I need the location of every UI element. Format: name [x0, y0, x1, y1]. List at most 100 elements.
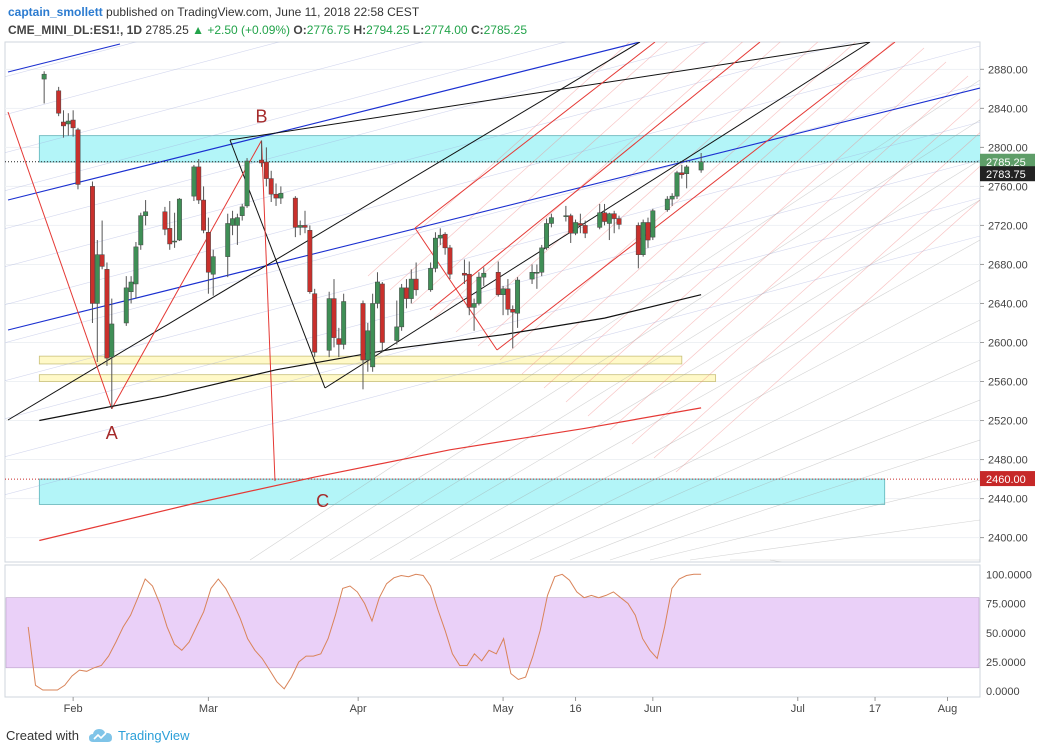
blue-fork-line	[5, 45, 980, 305]
candle-body	[447, 247, 453, 275]
symbol-name[interactable]: CME_MINI_DL:ES1!, 1D	[8, 23, 143, 37]
candle-body	[201, 199, 207, 231]
osc-tick-label: 100.0000	[986, 569, 1032, 581]
gray-fork-line	[329, 159, 980, 561]
candle-body	[341, 301, 347, 345]
candle-body	[515, 279, 521, 314]
red-fork-line	[455, 42, 781, 333]
candle	[529, 264, 535, 284]
candle-body	[394, 326, 400, 341]
blue-fork-line	[5, 159, 980, 419]
red-fork-line	[521, 42, 894, 375]
red-fork-line	[389, 42, 668, 291]
candle-body	[664, 198, 670, 211]
candle	[176, 198, 182, 242]
candle	[278, 186, 284, 204]
candle	[341, 293, 347, 350]
blue-channel-lower	[7, 87, 980, 331]
candle	[65, 113, 71, 136]
candle	[263, 147, 269, 187]
price-badge-bg	[980, 153, 1035, 169]
gray-fork-line	[529, 359, 980, 561]
candle	[428, 262, 434, 292]
zone-cyan	[38, 478, 886, 505]
zone-cyan	[38, 135, 980, 163]
candle-body	[191, 166, 197, 197]
candle-body	[466, 273, 472, 308]
price-tick-label: 2600.00	[988, 337, 1028, 349]
point-label-c: C	[316, 491, 329, 511]
candle	[336, 327, 342, 358]
candle-body	[61, 121, 66, 127]
gray-fork-line	[449, 279, 980, 561]
candle-body	[104, 269, 110, 359]
candle	[326, 291, 332, 358]
candle-body	[94, 254, 100, 304]
osc-tick-label: 75.0000	[986, 599, 1026, 611]
tradingview-brand-link[interactable]: TradingView	[118, 728, 190, 743]
candle	[515, 277, 521, 328]
candle	[128, 276, 134, 304]
candle-body	[172, 240, 178, 243]
candle	[674, 170, 680, 200]
tradingview-cloud-icon	[89, 729, 112, 742]
candle-body	[239, 206, 245, 216]
gray-fork-line	[369, 199, 980, 561]
candle	[133, 242, 139, 299]
candle	[75, 127, 81, 190]
candle-body	[138, 215, 144, 246]
candle-body	[645, 222, 651, 241]
candle-body	[495, 271, 501, 295]
red-fork-line	[565, 61, 947, 403]
candle	[539, 244, 545, 277]
candle-body	[606, 213, 612, 224]
high-label: H:	[353, 23, 367, 37]
candle	[698, 152, 704, 173]
candle-body	[273, 193, 279, 199]
candle-body	[278, 192, 284, 199]
candle-body	[544, 223, 550, 249]
candle-body	[268, 178, 274, 195]
time-tick-label: Feb	[64, 703, 83, 715]
candle	[461, 259, 467, 284]
candle	[510, 305, 516, 349]
author-link[interactable]: captain_smollett	[8, 5, 103, 19]
candle-body	[616, 218, 622, 225]
price-tick-label: 2800.00	[988, 142, 1028, 154]
candle-body	[70, 119, 76, 129]
candle	[234, 213, 240, 245]
price-axis[interactable]: 2880.00 2840.00 2800.00 2760.00 2720.00 2680.…	[980, 64, 1035, 698]
gray-fork-line	[689, 519, 980, 561]
candle	[210, 249, 216, 296]
candle-body	[263, 161, 269, 179]
time-tick-label: Mar	[199, 703, 218, 715]
time-tick-label: Apr	[350, 703, 367, 715]
candle	[650, 208, 656, 241]
candle-body	[297, 225, 303, 228]
candle-body	[99, 254, 105, 267]
gray-fork-line	[569, 399, 980, 561]
candle-body	[684, 166, 690, 174]
time-axis[interactable]: Feb Mar Apr May 16 Jun Jul 17 Aug	[64, 697, 958, 715]
candle	[500, 285, 506, 316]
candle-body	[312, 293, 318, 353]
candle	[370, 293, 376, 372]
candle	[481, 267, 487, 286]
price-tick-label: 2840.00	[988, 103, 1028, 115]
candle-body	[210, 256, 216, 275]
osc-tick-label: 50.0000	[986, 628, 1026, 640]
candle-body	[432, 237, 438, 269]
candle	[635, 222, 641, 269]
price-tick-label: 2440.00	[988, 494, 1028, 506]
candle	[577, 213, 583, 234]
candle-body	[307, 230, 313, 293]
price-tick-label: 2680.00	[988, 259, 1028, 271]
candle	[476, 272, 482, 306]
candle-body	[548, 217, 554, 224]
red-fork-line	[411, 42, 706, 305]
candle	[471, 298, 477, 331]
red-fork-line	[631, 132, 980, 445]
candle	[447, 244, 453, 280]
candle	[138, 212, 144, 250]
